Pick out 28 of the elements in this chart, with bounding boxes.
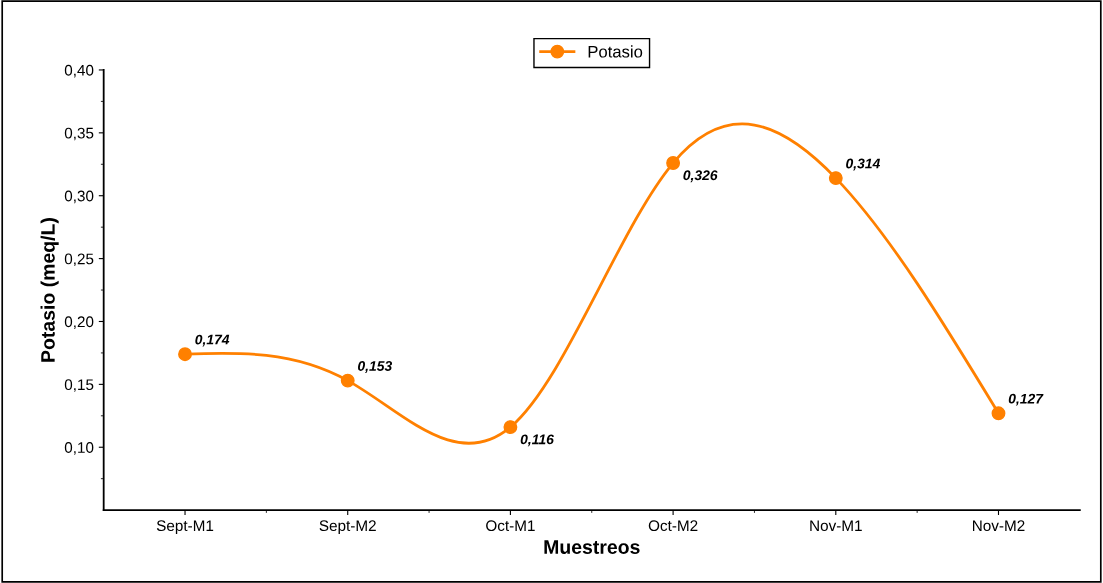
point [991, 406, 1006, 421]
y-tick-label: 0,10 [64, 442, 94, 455]
y-tick-label: 0,40 [64, 64, 94, 78]
x-tick-label: Sept-M2 [319, 520, 376, 535]
point [828, 171, 843, 186]
x-axis-title: Muestreos [544, 540, 640, 554]
data-label: 0,174 [195, 334, 230, 347]
y-axis-title: Potasio (meq/L) [40, 218, 59, 362]
data-label: 0,127 [1008, 393, 1044, 406]
point [178, 347, 192, 362]
y-tick-label: 0,30 [64, 190, 94, 204]
legend-label: Potasio [588, 45, 643, 58]
data-label: 0,326 [683, 170, 718, 183]
x-tick-label: Oct-M2 [648, 520, 698, 532]
x-tick-label: Nov-M2 [973, 520, 1025, 532]
y-tick-label: 0,15 [64, 379, 94, 392]
x-tick-label: Sept-M1 [156, 520, 214, 535]
point [340, 373, 355, 388]
point [666, 156, 681, 170]
data-label: 0,116 [520, 434, 554, 447]
x-tick-label: Nov-M1 [810, 520, 862, 532]
data-label: 0,314 [846, 158, 881, 171]
data-label: 0,153 [358, 361, 393, 373]
y-tick-label: 0,35 [64, 127, 94, 141]
y-tick-label: 0,25 [64, 253, 94, 267]
y-tick-label: 0,20 [64, 316, 94, 329]
point [503, 420, 518, 435]
x-tick-label: Oct-M1 [486, 520, 535, 532]
